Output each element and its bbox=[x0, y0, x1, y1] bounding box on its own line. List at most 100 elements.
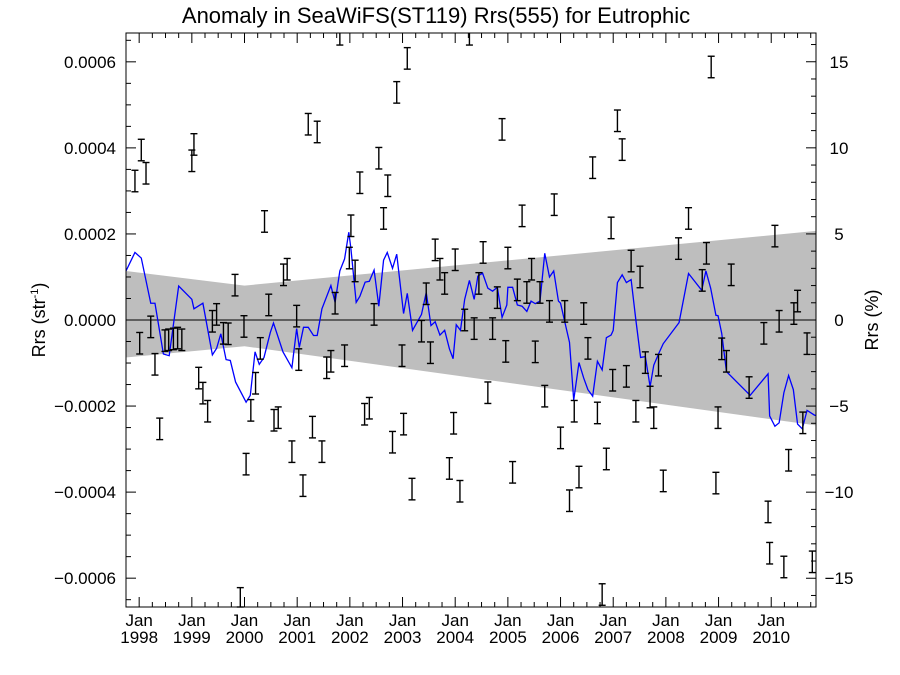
error-bar-point bbox=[261, 210, 269, 233]
error-bar-point bbox=[422, 282, 430, 306]
y-left-tick-label: −0.0006 bbox=[54, 569, 116, 588]
error-bar-point bbox=[345, 246, 353, 270]
error-bar-point bbox=[607, 216, 615, 240]
error-bar-point bbox=[780, 555, 788, 579]
error-bar-point bbox=[760, 321, 768, 345]
error-bar-point bbox=[384, 174, 392, 198]
x-tick-label-month: Jan bbox=[441, 611, 468, 630]
error-bar-point bbox=[502, 339, 510, 363]
x-tick-label-month: Jan bbox=[758, 611, 785, 630]
error-bar-point bbox=[531, 340, 539, 364]
error-bar-point bbox=[323, 356, 331, 380]
error-bar-point bbox=[137, 138, 145, 162]
x-tick-label-year: 2008 bbox=[647, 628, 685, 647]
error-bar-point bbox=[279, 263, 287, 287]
y-axis-right-label: Rrs (%) bbox=[862, 290, 882, 351]
error-bar-point bbox=[336, 33, 344, 46]
x-tick-label-month: Jan bbox=[600, 611, 627, 630]
x-tick-label-month: Jan bbox=[389, 611, 416, 630]
y-left-tick-label: −0.0002 bbox=[54, 397, 116, 416]
uncertainty-band-layer bbox=[126, 230, 816, 426]
error-bar-point bbox=[489, 317, 497, 341]
error-bar-point bbox=[545, 299, 553, 323]
error-bar-point bbox=[675, 237, 683, 261]
x-tick-label-year: 2002 bbox=[331, 628, 369, 647]
error-bar-point bbox=[632, 399, 640, 423]
error-bar-point bbox=[550, 193, 558, 217]
error-bar-point bbox=[174, 326, 182, 350]
error-bar-point bbox=[641, 351, 649, 375]
error-bar-point bbox=[450, 411, 458, 435]
error-bar-point bbox=[575, 465, 583, 489]
x-tick-label-year: 2004 bbox=[436, 628, 474, 647]
error-bar-point bbox=[361, 402, 369, 426]
error-bar-point bbox=[808, 550, 816, 574]
error-bar-point bbox=[136, 331, 144, 355]
x-tick-label-month: Jan bbox=[231, 611, 258, 630]
error-bar-point bbox=[417, 319, 425, 343]
error-bar-point bbox=[461, 308, 469, 332]
error-bar-point bbox=[265, 293, 273, 317]
error-bar-point bbox=[580, 302, 588, 326]
x-tick-label-year: 2006 bbox=[542, 628, 580, 647]
error-bar-point bbox=[389, 430, 397, 454]
y-right-tick-label: 15 bbox=[830, 53, 849, 72]
error-bar-point bbox=[498, 117, 506, 141]
error-bar-point bbox=[408, 477, 416, 501]
error-bar-point bbox=[707, 55, 715, 79]
error-bar-point bbox=[256, 336, 264, 360]
error-bar-point bbox=[589, 156, 597, 180]
error-bar-point bbox=[236, 586, 244, 608]
error-bar-point bbox=[509, 460, 517, 484]
error-bar-point bbox=[147, 315, 155, 339]
error-bar-point bbox=[375, 146, 383, 170]
error-bar-point bbox=[151, 352, 159, 376]
x-tick-label-year: 2010 bbox=[752, 628, 790, 647]
anomaly-points-layer bbox=[131, 33, 816, 608]
error-bar-point bbox=[785, 448, 793, 472]
error-bar-point bbox=[659, 469, 667, 493]
error-bar-point bbox=[398, 344, 406, 368]
error-bar-point bbox=[557, 426, 565, 450]
error-bar-point bbox=[142, 161, 150, 185]
error-bar-point bbox=[178, 328, 186, 352]
axes-layer: 0.0006 0.0004 0.0002 0.0000 −0.0002 −0.0004 −0… bbox=[54, 33, 853, 647]
error-bar-point bbox=[602, 447, 610, 471]
error-bar-point bbox=[426, 341, 434, 365]
error-bar-point bbox=[199, 381, 207, 405]
x-tick-label-year: 2007 bbox=[594, 628, 632, 647]
error-bar-point bbox=[727, 263, 735, 287]
error-bar-point bbox=[161, 329, 169, 353]
error-bar-point bbox=[794, 289, 802, 313]
error-bar-point bbox=[431, 238, 439, 262]
error-bar-point bbox=[204, 399, 212, 423]
error-bar-point bbox=[561, 299, 569, 323]
error-bar-point bbox=[504, 246, 512, 270]
error-bar-point bbox=[618, 138, 626, 162]
x-tick-label-year: 2003 bbox=[384, 628, 422, 647]
error-bar-point bbox=[293, 304, 301, 328]
x-tick-label-year: 1999 bbox=[173, 628, 211, 647]
error-bar-point bbox=[698, 268, 706, 292]
error-bar-point bbox=[745, 376, 753, 400]
y-right-tick-label: −10 bbox=[825, 483, 854, 502]
error-bar-point bbox=[513, 278, 521, 302]
error-bar-point bbox=[304, 112, 312, 136]
error-bar-point bbox=[702, 241, 710, 265]
error-bar-point bbox=[479, 240, 487, 264]
error-bar-point bbox=[313, 120, 321, 144]
error-bar-point bbox=[403, 46, 411, 70]
error-bar-point bbox=[764, 500, 772, 524]
x-tick-label-month: Jan bbox=[283, 611, 310, 630]
error-bar-point bbox=[593, 401, 601, 425]
x-tick-label-month: Jan bbox=[125, 611, 152, 630]
error-bar-point bbox=[169, 327, 177, 351]
error-bar-point bbox=[536, 281, 544, 304]
error-bar-point bbox=[274, 406, 282, 430]
error-bar-point bbox=[331, 291, 339, 315]
y-left-tick-label: 0.0000 bbox=[64, 311, 116, 330]
error-bar-point bbox=[351, 259, 359, 283]
error-bar-point bbox=[288, 440, 296, 464]
error-bar-point bbox=[655, 353, 663, 377]
running-mean-layer bbox=[125, 232, 817, 431]
